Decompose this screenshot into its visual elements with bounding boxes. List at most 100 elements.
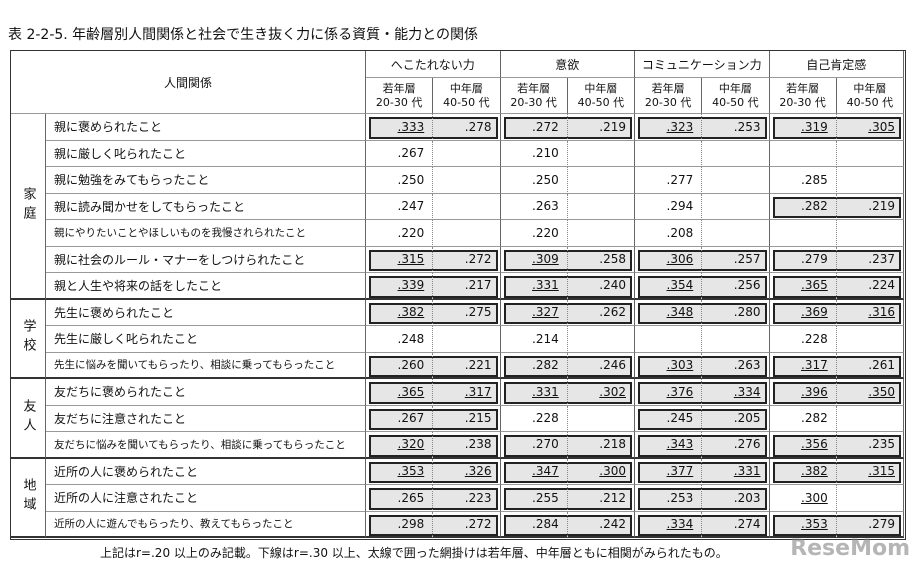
shaded-pair	[772, 355, 901, 377]
value-cell	[702, 220, 770, 247]
value-cell: .278	[433, 114, 501, 141]
group-label: 地域	[11, 458, 46, 538]
shaded-pair	[369, 302, 498, 324]
shaded-pair	[369, 488, 498, 510]
value-cell	[433, 193, 501, 220]
value-cell: .215	[433, 405, 501, 432]
value-cell: .305	[836, 114, 904, 141]
value-cell	[567, 193, 635, 220]
value-cell	[836, 405, 904, 432]
value-cell: .282	[769, 405, 837, 432]
age-name: 中年層	[584, 81, 618, 95]
value-cell: .276	[702, 432, 770, 459]
shaded-pair	[772, 302, 901, 324]
value-cell: .320	[366, 432, 434, 459]
value-cell: .219	[836, 193, 904, 220]
row-label: 友だちに褒められたこと	[46, 379, 366, 406]
value-cell: .263	[500, 193, 568, 220]
value-cell	[635, 326, 703, 353]
shaded-pair	[369, 382, 498, 404]
shaded-pair	[772, 249, 901, 271]
value-cell	[567, 140, 635, 167]
value-cell	[702, 326, 770, 353]
subheader-cell: 中年層 40-50 代	[836, 78, 904, 114]
value-cell: .221	[433, 352, 501, 379]
value-cell	[567, 167, 635, 194]
row-label: 親と人生や将来の話をしたこと	[46, 273, 366, 300]
value-cell: .267	[366, 140, 434, 167]
value-cell	[433, 220, 501, 247]
header-cell: 自己肯定感	[769, 51, 904, 78]
shaded-pair	[503, 435, 632, 457]
value-cell	[836, 220, 904, 247]
age-name: 若年層	[382, 81, 416, 95]
shaded-pair	[503, 249, 632, 271]
age-range: 20-30 代	[644, 95, 692, 109]
shaded-pair	[503, 382, 632, 404]
value-cell: .262	[567, 299, 635, 326]
value-cell	[836, 326, 904, 353]
shaded-pair	[503, 514, 632, 536]
value-cell: .316	[836, 299, 904, 326]
shaded-pair	[638, 488, 767, 510]
shaded-pair	[638, 249, 767, 271]
value-cell: .334	[702, 379, 770, 406]
watermark: ReseMom	[790, 536, 910, 561]
shaded-pair	[638, 408, 767, 430]
value-cell: .350	[836, 379, 904, 406]
value-cell	[433, 140, 501, 167]
row-label: 親に社会のルール・マナーをしつけられたこと	[46, 246, 366, 273]
shaded-pair	[638, 514, 767, 536]
value-cell: .258	[567, 246, 635, 273]
shaded-pair	[772, 382, 901, 404]
row-label: 先生に褒められたこと	[46, 299, 366, 326]
value-cell: .348	[635, 299, 703, 326]
table-title: 表 2-2-5. 年齢層別人間関係と社会で生き抜く力に係る資質・能力との関係	[8, 27, 479, 43]
value-cell: .396	[769, 379, 837, 406]
shaded-pair	[503, 276, 632, 298]
shaded-pair	[772, 461, 901, 483]
subheader-cell: 若年層 20-30 代	[366, 78, 434, 114]
value-cell: .382	[366, 299, 434, 326]
value-cell: .235	[836, 432, 904, 459]
shaded-pair	[369, 117, 498, 139]
value-cell	[635, 140, 703, 167]
value-cell: .238	[433, 432, 501, 459]
value-cell: .218	[567, 432, 635, 459]
row-label: 先生に厳しく叱られたこと	[46, 326, 366, 353]
shaded-pair	[503, 488, 632, 510]
row-label: 近所の人に注意されたこと	[46, 485, 366, 512]
shaded-pair	[369, 461, 498, 483]
value-cell: .279	[836, 511, 904, 538]
value-cell: .274	[702, 511, 770, 538]
value-cell	[702, 140, 770, 167]
value-cell: .275	[433, 299, 501, 326]
value-cell	[702, 167, 770, 194]
header-cell: 意欲	[500, 51, 635, 78]
header-cell: へこたれない力	[366, 51, 501, 78]
shaded-pair	[772, 514, 901, 536]
age-range: 40-50 代	[712, 95, 759, 109]
value-cell: .217	[433, 273, 501, 300]
value-cell: .256	[702, 273, 770, 300]
value-cell	[836, 485, 904, 512]
value-cell: .294	[635, 193, 703, 220]
value-cell: .369	[769, 299, 837, 326]
shaded-pair	[772, 435, 901, 457]
row-label: 先生に悩みを聞いてもらったり、相談に乗ってもらったこと	[46, 352, 366, 379]
age-range: 20-30 代	[510, 95, 557, 109]
value-cell: .298	[366, 511, 434, 538]
shaded-pair	[772, 196, 901, 218]
value-cell: .228	[769, 326, 837, 353]
value-cell: .309	[500, 246, 568, 273]
value-cell: .250	[500, 167, 568, 194]
value-cell: .282	[500, 352, 568, 379]
value-cell: .205	[702, 405, 770, 432]
value-cell: .331	[702, 458, 770, 485]
value-cell: .210	[500, 140, 568, 167]
value-cell: .319	[769, 114, 837, 141]
value-cell: .331	[500, 379, 568, 406]
header-cell: 人間関係	[11, 51, 366, 114]
value-cell: .315	[366, 246, 434, 273]
